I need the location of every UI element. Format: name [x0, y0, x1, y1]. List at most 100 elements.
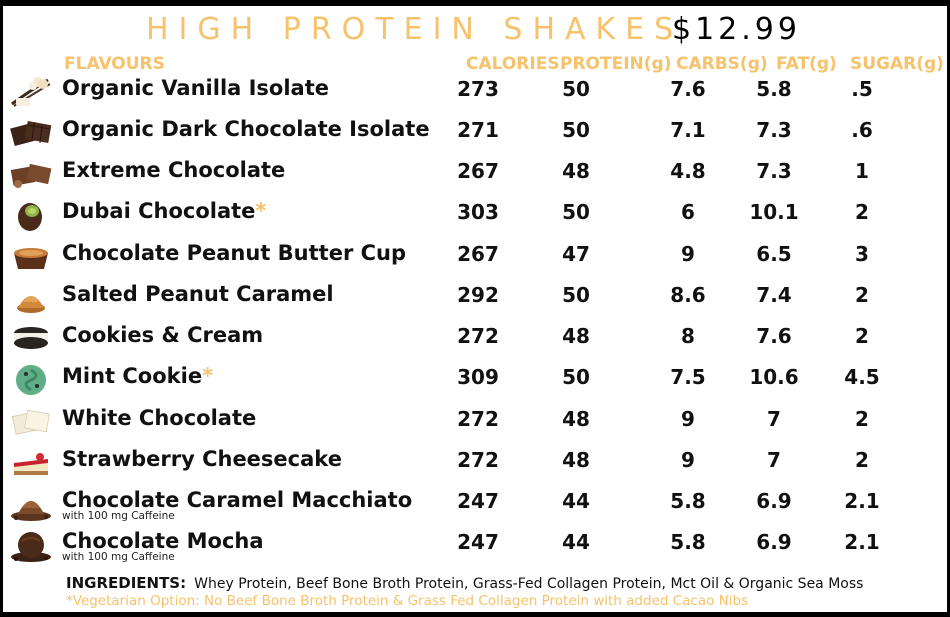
- flavour-name: Chocolate Mocha: [62, 529, 264, 553]
- carbs-value: 7.6: [670, 77, 706, 101]
- header-fat: FAT(g): [776, 54, 837, 74]
- carbs-value: 9: [681, 242, 695, 266]
- protein-value: 50: [562, 365, 590, 389]
- carbs-value: 7.1: [670, 118, 706, 142]
- sugar-value: 3: [855, 242, 869, 266]
- calories-value: 271: [457, 118, 499, 142]
- flavour-label: Salted Peanut Caramel: [62, 282, 334, 306]
- page-title: HIGH PROTEIN SHAKES: [146, 12, 684, 47]
- table-row: Salted Peanut Caramel 292 50 8.6 7.4 2: [0, 278, 950, 319]
- table-row: Chocolate Peanut Butter Cup 267 47 9 6.5 3: [0, 237, 950, 278]
- calories-value: 247: [457, 530, 499, 554]
- fat-value: 7.3: [756, 118, 792, 142]
- sugar-value: 2: [855, 283, 869, 307]
- table-row: Chocolate Mocha with 100 mg Caffeine 247 44…: [0, 525, 950, 566]
- sugar-value: 2: [855, 200, 869, 224]
- table-row: Cookies & Cream 272 48 8 7.6 2: [0, 319, 950, 360]
- ingredients-text: Whey Protein, Beef Bone Broth Protein, G…: [194, 576, 864, 592]
- header-protein: PROTEIN(g): [560, 54, 672, 74]
- sugar-value: .6: [851, 118, 873, 142]
- table-row: Organic Vanilla Isolate 273 50 7.6 5.8 .5: [0, 72, 950, 113]
- flavour-label: Chocolate Peanut Butter Cup: [62, 241, 407, 265]
- sugar-value: 2: [855, 448, 869, 472]
- mint-swirl-icon: [8, 362, 54, 398]
- protein-value: 50: [562, 200, 590, 224]
- ingredients: INGREDIENTS: Whey Protein, Beef Bone Brot…: [66, 574, 863, 592]
- dark-chocolate-icon: [8, 115, 54, 151]
- left-border: [0, 0, 3, 617]
- flavour-name: Extreme Chocolate: [62, 158, 285, 182]
- protein-value: 50: [562, 77, 590, 101]
- carbs-value: 7.5: [670, 365, 706, 389]
- table-row: Organic Dark Chocolate Isolate 271 50 7.1 7.…: [0, 113, 950, 154]
- flavour-name: Salted Peanut Caramel: [62, 282, 334, 306]
- chocolate-bar-icon: [8, 156, 54, 192]
- mocha-icon: [8, 527, 54, 563]
- price: $12.99: [672, 12, 801, 47]
- fat-value: 10.6: [749, 365, 799, 389]
- calories-value: 303: [457, 200, 499, 224]
- sugar-value: 2.1: [844, 530, 880, 554]
- sugar-value: 2: [855, 324, 869, 348]
- flavour-name: White Chocolate: [62, 406, 256, 430]
- protein-value: 48: [562, 324, 590, 348]
- fat-value: 7: [767, 448, 781, 472]
- sugar-value: .5: [851, 77, 873, 101]
- fat-value: 7.3: [756, 159, 792, 183]
- cookie-sandwich-icon: [8, 321, 54, 357]
- calories-value: 272: [457, 448, 499, 472]
- carbs-value: 9: [681, 448, 695, 472]
- vegetarian-marker: *: [255, 199, 267, 223]
- table-row: White Chocolate 272 48 9 7 2: [0, 402, 950, 443]
- protein-value: 47: [562, 242, 590, 266]
- flavour-name: Organic Dark Chocolate Isolate: [62, 117, 430, 141]
- sugar-value: 4.5: [844, 365, 880, 389]
- protein-value: 50: [562, 118, 590, 142]
- vegetarian-note: *Vegetarian Option: No Beef Bone Broth P…: [66, 593, 749, 609]
- calories-value: 267: [457, 242, 499, 266]
- table-row: Extreme Chocolate 267 48 4.8 7.3 1: [0, 154, 950, 195]
- protein-value: 44: [562, 530, 590, 554]
- fat-value: 6.9: [756, 489, 792, 513]
- flavour-name: Chocolate Caramel Macchiato: [62, 488, 412, 512]
- flavour-label: Cookies & Cream: [62, 323, 264, 347]
- carbs-value: 5.8: [670, 489, 706, 513]
- carbs-value: 8: [681, 324, 695, 348]
- protein-value: 48: [562, 159, 590, 183]
- fat-value: 7: [767, 407, 781, 431]
- table-row: Chocolate Caramel Macchiato with 100 mg C…: [0, 484, 950, 525]
- flavour-label: Strawberry Cheesecake: [62, 447, 342, 471]
- protein-value: 50: [562, 283, 590, 307]
- fat-value: 7.6: [756, 324, 792, 348]
- table-row: Mint Cookie* 309 50 7.5 10.6 4.5: [0, 360, 950, 401]
- flavour-label: Mint Cookie: [62, 364, 203, 388]
- fat-value: 10.1: [749, 200, 799, 224]
- flavour-label: White Chocolate: [62, 406, 257, 430]
- header-calories: CALORIES: [466, 54, 560, 74]
- table-row: Dubai Chocolate* 303 50 6 10.1 2: [0, 195, 950, 236]
- calories-value: 309: [457, 365, 499, 389]
- top-border: [0, 0, 950, 6]
- table-row: Strawberry Cheesecake 272 48 9 7 2: [0, 443, 950, 484]
- protein-value: 48: [562, 448, 590, 472]
- calories-value: 273: [457, 77, 499, 101]
- sugar-value: 1: [855, 159, 869, 183]
- cheesecake-icon: [8, 445, 54, 481]
- peanut-butter-cup-icon: [8, 239, 54, 275]
- calories-value: 272: [457, 407, 499, 431]
- calories-value: 247: [457, 489, 499, 513]
- header-carbs: CARBS(g): [676, 54, 768, 74]
- vegetarian-marker: *: [202, 364, 214, 388]
- carbs-value: 9: [681, 407, 695, 431]
- bottom-border: [0, 612, 950, 617]
- calories-value: 267: [457, 159, 499, 183]
- flavour-label: Dubai Chocolate: [62, 199, 256, 223]
- flavour-label: Chocolate Caramel Macchiato: [62, 488, 413, 512]
- dubai-chocolate-icon: [8, 197, 54, 233]
- protein-value: 48: [562, 407, 590, 431]
- flavour-name: Organic Vanilla Isolate: [62, 76, 329, 100]
- flavour-label: Organic Dark Chocolate Isolate: [62, 117, 430, 141]
- flavour-name: Mint Cookie*: [62, 364, 213, 388]
- carbs-value: 6: [681, 200, 695, 224]
- protein-value: 44: [562, 489, 590, 513]
